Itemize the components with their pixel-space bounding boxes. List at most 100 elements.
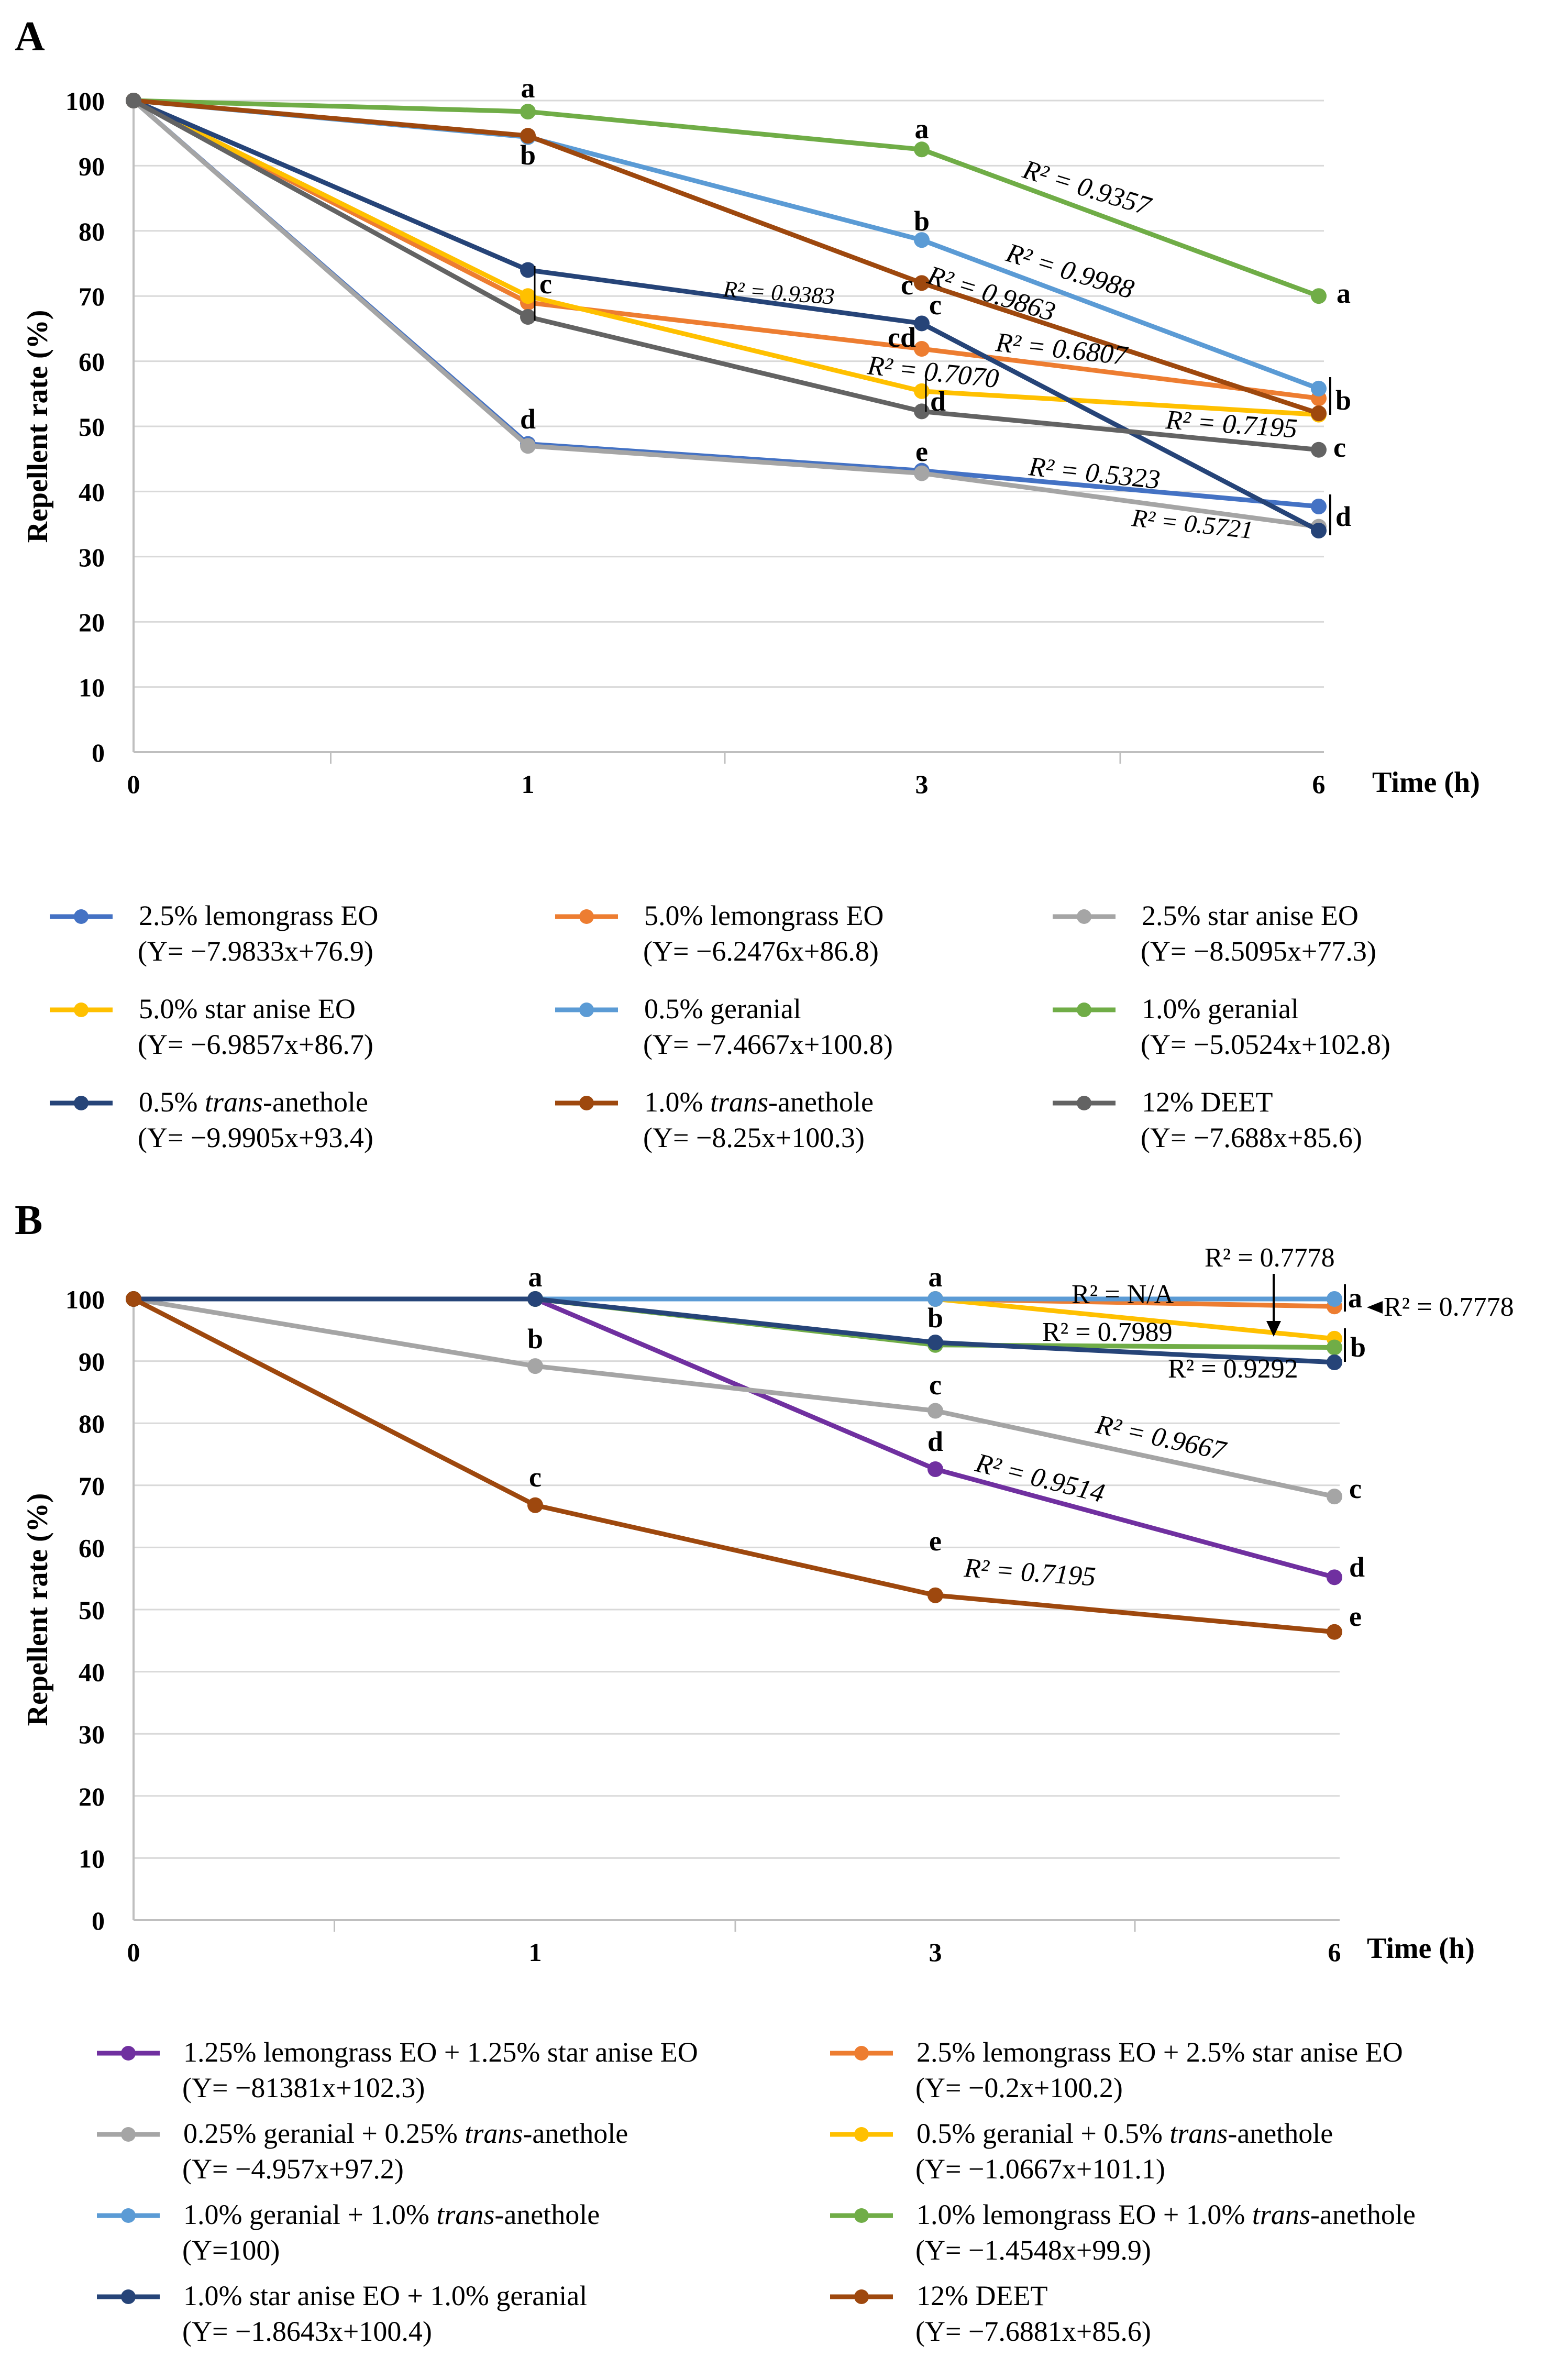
data-point — [1327, 1569, 1342, 1585]
y-tick-label: 20 — [79, 1782, 105, 1811]
x-tick-label: 1 — [529, 1937, 542, 1967]
legend-item: 0.5% trans-anethole (Y= −9.9905x+93.4) — [50, 1086, 373, 1153]
data-point — [1327, 1624, 1342, 1640]
x-tick-label: 3 — [929, 1937, 942, 1967]
data-point — [1327, 1339, 1342, 1356]
data-point — [914, 315, 930, 332]
panel-b-y-ticks: 0 10 20 30 40 50 60 70 80 90 100 — [65, 1285, 105, 1935]
legend-swatch-marker — [854, 2208, 869, 2223]
legend-swatch-marker — [121, 2046, 136, 2061]
data-point — [527, 1497, 543, 1513]
legend-equation: (Y= −4.957x+97.2) — [182, 2153, 404, 2185]
panel-a: A 0 10 20 30 40 50 60 70 80 90 100 0 1 3 6 Time (h) R… — [15, 14, 1480, 1153]
data-point — [927, 1461, 943, 1477]
legend-equation: (Y= −1.0667x+101.1) — [915, 2153, 1165, 2185]
series-line — [132, 98, 1319, 417]
r2-arrow-down-head — [1266, 1321, 1281, 1337]
y-tick-label: 90 — [79, 151, 105, 181]
sig-letter: c — [929, 1369, 942, 1401]
legend-equation: (Y= −7.4667x+100.8) — [643, 1029, 893, 1060]
sig-letter: a — [1348, 1282, 1362, 1314]
sig-letter: c — [529, 1461, 542, 1493]
legend-equation: (Y= −1.8643x+100.4) — [182, 2316, 432, 2347]
sig-letter: c — [1333, 432, 1346, 463]
legend-swatch-marker — [74, 909, 89, 924]
sig-letter: b — [927, 1302, 943, 1334]
legend-label: 5.0% star anise EO — [139, 993, 356, 1025]
y-tick-label: 70 — [79, 1471, 105, 1501]
data-point — [126, 93, 141, 108]
series-line — [133, 98, 1320, 299]
data-point — [1311, 380, 1327, 396]
y-tick-label: 30 — [79, 1720, 105, 1749]
legend-label: 0.5% trans-anethole — [139, 1086, 368, 1118]
sig-letter: d — [1349, 1551, 1365, 1583]
data-point — [927, 1335, 943, 1351]
y-tick-label: 80 — [79, 1409, 105, 1438]
data-point — [1311, 499, 1327, 515]
legend-label: 12% DEET — [1142, 1086, 1273, 1118]
sig-letter: c — [901, 269, 913, 301]
panel-b-y-axis-title: Repellent rate (%) — [21, 1493, 54, 1726]
sig-letter: cd — [888, 322, 916, 353]
data-point — [914, 403, 930, 420]
data-point — [520, 438, 536, 454]
x-tick-label: 6 — [1312, 769, 1326, 799]
data-point — [1327, 1354, 1342, 1370]
x-tick-label: 1 — [522, 769, 535, 799]
legend-equation: (Y= −6.9857x+86.7) — [138, 1029, 373, 1060]
x-tick-label: 0 — [127, 769, 140, 799]
panel-a-label: A — [15, 14, 45, 60]
data-point — [914, 275, 930, 291]
legend-equation: (Y= −81381x+102.3) — [182, 2072, 425, 2103]
legend-equation: (Y=100) — [182, 2234, 280, 2266]
sig-letter: a — [915, 113, 929, 145]
legend-label: 1.0% trans-anethole — [644, 1086, 874, 1118]
legend-label: 2.5% lemongrass EO + 2.5% star anise EO — [916, 2036, 1403, 2068]
sig-letter: d — [520, 403, 536, 435]
data-point — [927, 1587, 943, 1603]
data-point — [520, 262, 536, 278]
panel-b-legend: 1.25% lemongrass EO + 1.25% star anise E… — [97, 2036, 1416, 2347]
sig-letter: e — [1349, 1601, 1362, 1632]
panel-b-series — [126, 1291, 1342, 1640]
series-line — [132, 1296, 1335, 1635]
panel-b: B 0 10 20 30 40 50 60 70 80 90 100 0 1 3 6 Time (h) R… — [15, 1197, 1514, 2347]
data-point — [520, 104, 536, 120]
legend-equation: (Y= −7.6881x+85.6) — [915, 2316, 1151, 2347]
legend-swatch-marker — [74, 1096, 89, 1110]
legend-item: 2.5% lemongrass EO + 2.5% star anise EO (… — [830, 2036, 1403, 2103]
legend-item: 1.25% lemongrass EO + 1.25% star anise E… — [97, 2036, 698, 2103]
y-tick-label: 50 — [79, 1595, 105, 1625]
panel-b-x-ticks: 0 1 3 6 — [127, 1920, 1341, 1967]
y-tick-label: 80 — [79, 217, 105, 246]
y-tick-label: 100 — [65, 86, 105, 116]
legend-equation: (Y= −6.2476x+86.8) — [643, 935, 879, 967]
legend-label: 1.25% lemongrass EO + 1.25% star anise E… — [183, 2036, 698, 2068]
y-tick-label: 40 — [79, 1658, 105, 1687]
y-tick-label: 0 — [92, 738, 105, 767]
sig-letter: a — [929, 1261, 943, 1293]
legend-item: 2.5% lemongrass EO (Y= −7.9833x+76.9) — [50, 900, 378, 967]
legend-item: 1.0% geranial (Y= −5.0524x+102.8) — [1053, 993, 1390, 1060]
r2-label-star-anise-geranial: R² = 0.9292 — [1168, 1354, 1298, 1384]
series-line — [133, 98, 1320, 416]
legend-item: 0.5% geranial (Y= −7.4667x+100.8) — [555, 993, 893, 1060]
legend-item: 1.0% lemongrass EO + 1.0% trans-anethole… — [830, 2199, 1416, 2266]
data-point — [527, 1291, 543, 1307]
legend-equation: (Y= −0.2x+100.2) — [915, 2072, 1123, 2103]
r2-label-2-5-lemongrass-star: R² = 0.7778 — [1384, 1292, 1514, 1322]
legend-equation: (Y= −9.9905x+93.4) — [138, 1122, 373, 1153]
data-point — [914, 340, 930, 357]
legend-label: 1.0% lemongrass EO + 1.0% trans-anethole — [916, 2199, 1416, 2230]
panel-b-label: B — [15, 1197, 42, 1243]
r2-label-2-5-star-anise: R² = 0.5721 — [1130, 504, 1254, 544]
sig-letter: c — [929, 289, 942, 321]
legend-item: 1.0% geranial + 1.0% trans-anethole (Y=10… — [97, 2199, 600, 2266]
legend-item: 12% DEET (Y= −7.6881x+85.6) — [830, 2280, 1151, 2347]
legend-swatch-marker — [1077, 1096, 1091, 1110]
y-tick-label: 10 — [79, 1844, 105, 1873]
legend-label: 5.0% lemongrass EO — [644, 900, 884, 931]
legend-swatch-marker — [121, 2208, 136, 2223]
